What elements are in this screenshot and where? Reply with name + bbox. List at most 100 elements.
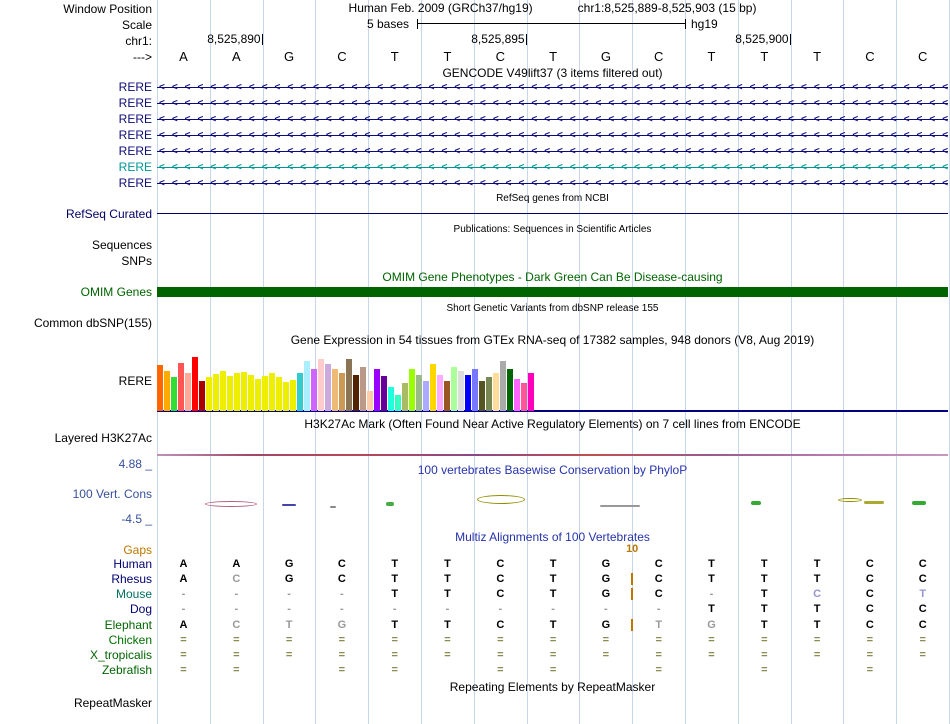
sequences-label[interactable]: Sequences [91,238,152,252]
gene-model[interactable]: <<<<<<<<<<<<<<<<<<<<<<<<<<<<<<<<<<<<<<<<… [157,129,948,142]
gtex-expression-bar[interactable] [220,371,226,411]
gene-label[interactable]: RERE [118,96,152,110]
gtex-expression-bar[interactable] [479,381,485,411]
gtex-expression-bar[interactable] [521,383,527,411]
conservation-signal[interactable] [864,501,884,504]
conservation-signal[interactable] [751,501,761,505]
gtex-expression-bar[interactable] [367,391,373,411]
species-label[interactable]: Chicken [108,633,152,647]
species-label[interactable]: Dog [129,602,152,616]
gtex-expression-bar[interactable] [395,395,401,411]
omim-gene-bar[interactable] [157,287,948,297]
gtex-expression-bar[interactable] [402,383,408,411]
species-label[interactable]: Rhesus [111,572,152,586]
gtex-expression-bar[interactable] [430,364,436,411]
gtex-expression-bar[interactable] [353,375,359,411]
multiz-track-title[interactable]: Multiz Alignments of 100 Vertebrates [455,530,650,544]
gtex-expression-bar[interactable] [451,367,457,411]
gtex-expression-bar[interactable] [206,377,212,411]
gtex-expression-bar[interactable] [227,376,233,411]
gtex-expression-bar[interactable] [325,364,331,411]
gtex-expression-bar[interactable] [486,377,492,411]
gene-model[interactable]: <<<<<<<<<<<<<<<<<<<<<<<<<<<<<<<<<<<<<<<<… [157,145,948,158]
gtex-expression-bar[interactable] [283,382,289,411]
phylop-track-title[interactable]: 100 vertebrates Basewise Conservation by… [417,463,688,477]
gtex-expression-bar[interactable] [304,361,310,411]
gtex-expression-bar[interactable] [444,381,450,411]
gtex-expression-bar[interactable] [388,387,394,411]
gtex-expression-bar[interactable] [465,375,471,411]
gene-label[interactable]: RERE [118,128,152,142]
gene-model[interactable]: <<<<<<<<<<<<<<<<<<<<<<<<<<<<<<<<<<<<<<<<… [157,81,948,94]
gtex-expression-bar[interactable] [500,361,506,411]
gtex-expression-bar[interactable] [458,371,464,411]
gaps-label[interactable]: Gaps [123,543,152,557]
gtex-expression-bar[interactable] [423,381,429,411]
gtex-expression-bar[interactable] [171,377,177,411]
gene-model[interactable]: <<<<<<<<<<<<<<<<<<<<<<<<<<<<<<<<<<<<<<<<… [157,161,948,174]
gtex-expression-bar[interactable] [311,369,317,411]
dbsnp-track-title[interactable]: Short Genetic Variants from dbSNP releas… [446,303,659,314]
gtex-expression-bar[interactable] [346,359,352,411]
conservation-signal[interactable] [386,502,394,506]
species-label[interactable]: Elephant [104,618,152,632]
conservation-signal[interactable] [205,501,257,507]
gtex-expression-bar[interactable] [381,376,387,411]
gtex-expression-bar[interactable] [514,379,520,411]
species-label[interactable]: Zebrafish [101,663,152,677]
gtex-expression-bar[interactable] [507,369,513,411]
gtex-expression-bar[interactable] [213,374,219,411]
conservation-signal[interactable] [912,501,926,505]
conservation-signal[interactable] [282,504,296,506]
gene-label[interactable]: RERE [118,176,152,190]
conservation-signal[interactable] [838,498,862,502]
gtex-expression-bar[interactable] [234,373,240,411]
gene-label[interactable]: RERE [118,112,152,126]
gene-label[interactable]: RERE [118,160,152,174]
conservation-signal[interactable] [330,506,336,508]
gtex-expression-bar[interactable] [248,375,254,411]
gtex-expression-bar[interactable] [262,376,268,411]
gtex-expression-bar[interactable] [409,369,415,411]
gtex-expression-bar[interactable] [185,373,191,411]
gtex-expression-bar[interactable] [269,373,275,411]
vert-cons-label[interactable]: 100 Vert. Cons [72,487,152,501]
gtex-expression-bar[interactable] [164,371,170,411]
gtex-expression-bar[interactable] [192,357,198,411]
species-label[interactable]: Mouse [115,587,152,601]
repeatmasker-track-title[interactable]: Repeating Elements by RepeatMasker [449,680,656,694]
gtex-expression-bar[interactable] [276,377,282,411]
omim-genes-label[interactable]: OMIM Genes [80,285,152,299]
gene-model[interactable]: <<<<<<<<<<<<<<<<<<<<<<<<<<<<<<<<<<<<<<<<… [157,97,948,110]
gtex-track-title[interactable]: Gene Expression in 54 tissues from GTEx … [290,333,815,347]
conservation-signal[interactable] [600,505,640,507]
repeatmasker-label[interactable]: RepeatMasker [73,696,152,710]
gtex-expression-bar[interactable] [472,369,478,411]
gtex-expression-bar[interactable] [241,372,247,411]
gencode-track-title[interactable]: GENCODE V49lift37 (3 items filtered out) [442,66,663,80]
gtex-expression-bar[interactable] [528,373,534,411]
gtex-gene-label[interactable]: RERE [118,374,152,388]
layered-h3k27ac-label[interactable]: Layered H3K27Ac [54,431,152,445]
gtex-expression-bar[interactable] [416,375,422,411]
gene-model[interactable]: <<<<<<<<<<<<<<<<<<<<<<<<<<<<<<<<<<<<<<<<… [157,113,948,126]
publications-track-title[interactable]: Publications: Sequences in Scientific Ar… [453,224,652,235]
common-dbsnp-label[interactable]: Common dbSNP(155) [33,316,152,330]
gtex-expression-bar[interactable] [360,367,366,411]
gtex-expression-bar[interactable] [297,373,303,411]
gtex-expression-bar[interactable] [332,369,338,411]
snps-label[interactable]: SNPs [121,254,152,268]
refseq-curated-label[interactable]: RefSeq Curated [65,207,152,221]
gtex-expression-bar[interactable] [437,375,443,411]
conservation-signal[interactable] [477,495,525,504]
species-label[interactable]: X_tropicalis [89,648,152,662]
gtex-expression-bar[interactable] [290,380,296,411]
h3k27ac-signal-line[interactable] [157,454,948,456]
omim-track-title[interactable]: OMIM Gene Phenotypes - Dark Green Can Be… [382,270,723,284]
h3k27ac-track-title[interactable]: H3K27Ac Mark (Often Found Near Active Re… [304,417,801,431]
gtex-expression-bar[interactable] [199,381,205,411]
gtex-expression-bar[interactable] [157,365,163,411]
gtex-expression-bar[interactable] [255,379,261,411]
refseq-gene-line[interactable] [157,213,948,214]
gene-model[interactable]: <<<<<<<<<<<<<<<<<<<<<<<<<<<<<<<<<<<<<<<<… [157,177,948,190]
